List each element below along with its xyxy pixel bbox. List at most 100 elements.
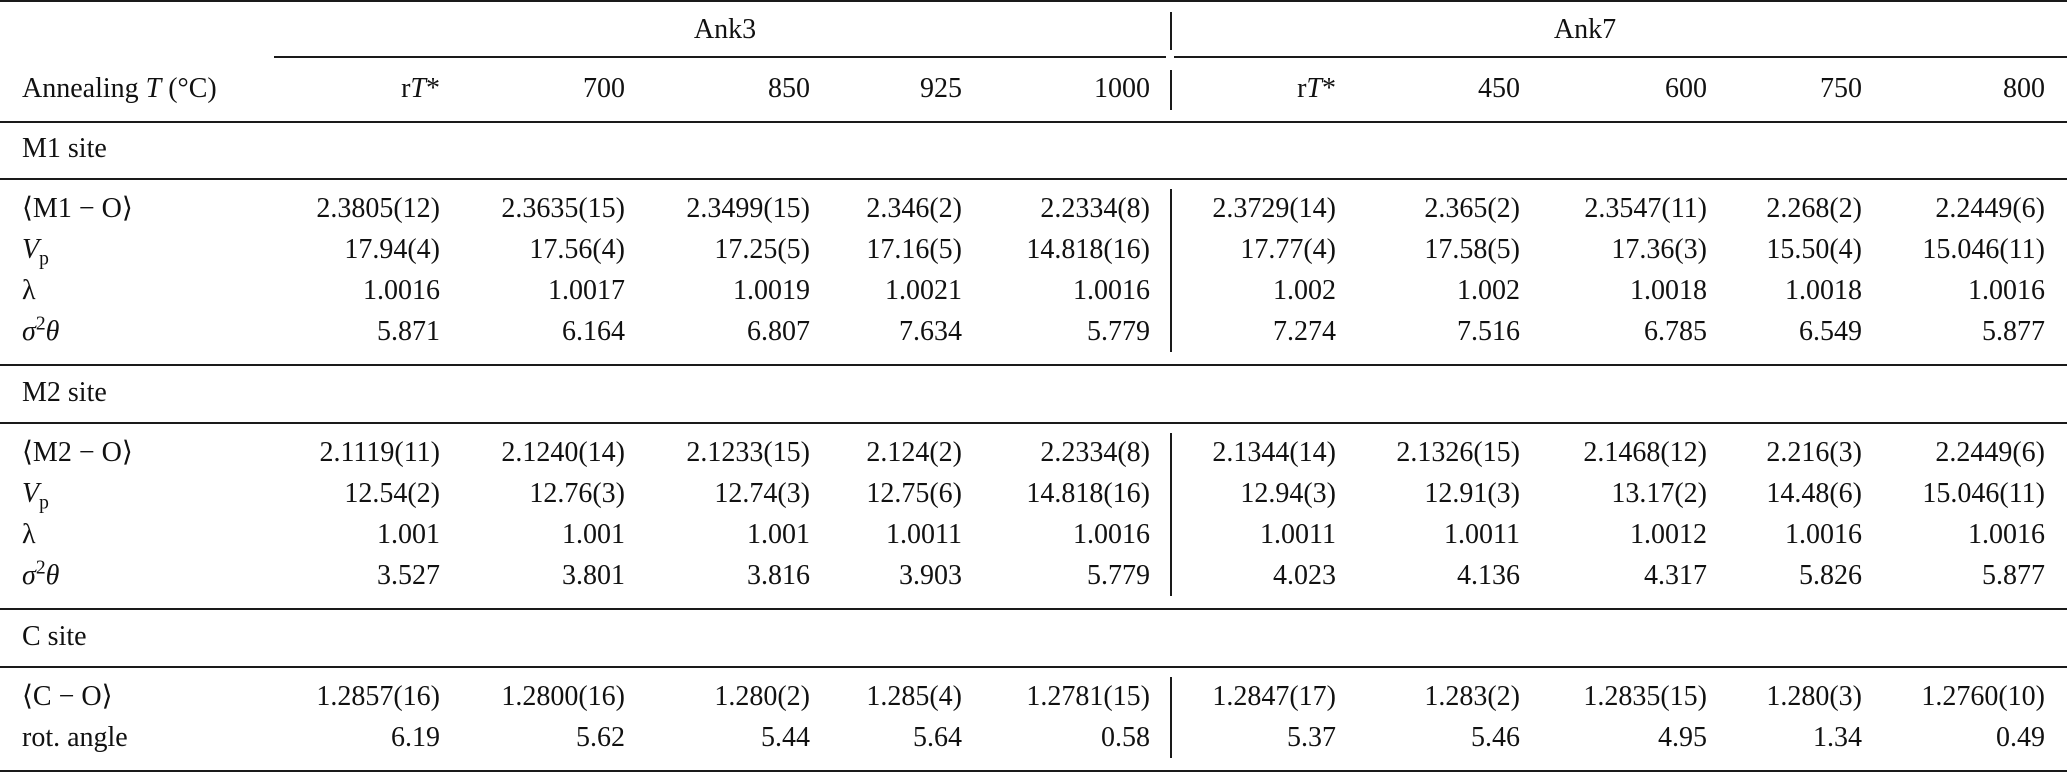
label-symbol: θ [45, 560, 60, 591]
label-symbol: V [22, 478, 40, 509]
table-cell: 14.818(16) [1026, 234, 1150, 265]
table-cell: 1.0019 [733, 275, 810, 306]
table-cell: 2.2334(8) [1040, 437, 1150, 468]
table-cell: 2.216(3) [1766, 437, 1862, 468]
label-suffix: (°C) [161, 73, 217, 104]
group-divider-header [1170, 70, 1172, 110]
table-cell: 2.2449(6) [1935, 437, 2045, 468]
table-cell: 5.877 [1982, 316, 2045, 347]
table-cell: 2.3635(15) [501, 193, 625, 224]
table-cell: 1.0011 [1444, 519, 1520, 550]
table-cell: 2.1240(14) [501, 437, 625, 468]
section-title: M2 site [22, 377, 107, 408]
section-end-rule [0, 364, 2067, 366]
table-cell: 15.046(11) [1922, 478, 2045, 509]
label-superscript: 2 [35, 313, 46, 335]
table-cell: 5.779 [1087, 560, 1150, 591]
table-cell: 2.1326(15) [1396, 437, 1520, 468]
table-cell: 12.74(3) [714, 478, 810, 509]
table-cell: 1.285(4) [866, 681, 962, 712]
table-cell: 3.801 [562, 560, 625, 591]
table-cell: 1.0016 [1785, 519, 1862, 550]
table-cell: 4.023 [1273, 560, 1336, 591]
table-cell: 12.76(3) [529, 478, 625, 509]
table-cell: 2.2334(8) [1040, 193, 1150, 224]
table-cell: 5.46 [1471, 722, 1520, 753]
label-subscript: p [39, 248, 49, 270]
temp-part: 750 [1820, 73, 1862, 104]
table-cell: 12.75(6) [866, 478, 962, 509]
table-cell: 3.527 [377, 560, 440, 591]
temperature-header: 925 [920, 72, 962, 106]
temp-part: T [1306, 73, 1322, 104]
table-cell: 2.3547(11) [1584, 193, 1707, 224]
table-cell: 1.2781(15) [1026, 681, 1150, 712]
table-cell: 1.2835(15) [1583, 681, 1707, 712]
table-cell: 17.77(4) [1240, 234, 1336, 265]
table-cell: 1.2800(16) [501, 681, 625, 712]
table-cell: 1.2857(16) [316, 681, 440, 712]
table-cell: 4.317 [1644, 560, 1707, 591]
table-cell: 5.62 [576, 722, 625, 753]
row-label: ⟨M1 − O⟩ [22, 192, 133, 226]
table-cell: 1.2760(10) [1921, 681, 2045, 712]
section-title: M1 site [22, 133, 107, 164]
temperature-header: 450 [1478, 72, 1520, 106]
table-cell: 5.871 [377, 316, 440, 347]
row-label: Vp [22, 233, 49, 270]
label-text: ⟨M1 − O⟩ [22, 193, 133, 224]
label-symbol: V [22, 234, 40, 265]
row-label: λ [22, 274, 36, 308]
label-superscript: 2 [35, 557, 46, 579]
table-cell: 7.516 [1457, 316, 1520, 347]
table-cell: 2.1119(11) [319, 437, 440, 468]
table-cell: 5.44 [761, 722, 810, 753]
table-cell: 17.16(5) [866, 234, 962, 265]
table-cell: 6.164 [562, 316, 625, 347]
group-underline-ank3 [274, 56, 1166, 58]
table-cell: 17.25(5) [714, 234, 810, 265]
row-label: Vp [22, 477, 49, 514]
table-cell: 1.2847(17) [1212, 681, 1336, 712]
table-cell: 12.91(3) [1424, 478, 1520, 509]
table-cell: 0.49 [1996, 722, 2045, 753]
label-text: λ [22, 275, 36, 306]
table-cell: 1.280(2) [714, 681, 810, 712]
row-label: σ2θ [22, 313, 59, 349]
label-prefix: Annealing [22, 73, 146, 104]
group-underline-ank7 [1174, 56, 2067, 58]
row-label: λ [22, 518, 36, 552]
table-cell: 2.1344(14) [1212, 437, 1336, 468]
table-cell: 6.785 [1644, 316, 1707, 347]
label-text: rot. angle [22, 722, 128, 753]
label-subscript: p [39, 492, 49, 514]
row-label: ⟨C − O⟩ [22, 680, 113, 714]
table-cell: 7.274 [1273, 316, 1336, 347]
table-cell: 13.17(2) [1611, 478, 1707, 509]
group-divider [1170, 677, 1172, 758]
table-top-rule [0, 0, 2067, 2]
table-cell: 17.56(4) [529, 234, 625, 265]
temp-part: 600 [1665, 73, 1707, 104]
temp-part: T [410, 73, 426, 104]
table-cell: 6.549 [1799, 316, 1862, 347]
table-cell: 1.0011 [886, 519, 962, 550]
table-cell: 17.94(4) [344, 234, 440, 265]
table-cell: 17.36(3) [1611, 234, 1707, 265]
table-cell: 2.2449(6) [1935, 193, 2045, 224]
temp-part: r [401, 73, 411, 104]
table-cell: 12.54(2) [344, 478, 440, 509]
table-cell: 5.779 [1087, 316, 1150, 347]
temp-part: r [1297, 73, 1307, 104]
row-label: σ2θ [22, 557, 60, 593]
table-cell: 1.0016 [1073, 275, 1150, 306]
table-cell: 1.0021 [885, 275, 962, 306]
table-cell: 5.37 [1287, 722, 1336, 753]
table-cell: 2.3805(12) [316, 193, 440, 224]
table-cell: 12.94(3) [1240, 478, 1336, 509]
temperature-header: 700 [583, 72, 625, 106]
table-bottom-rule [0, 770, 2067, 772]
table-cell: 15.046(11) [1922, 234, 2045, 265]
header-bottom-rule [0, 121, 2067, 123]
